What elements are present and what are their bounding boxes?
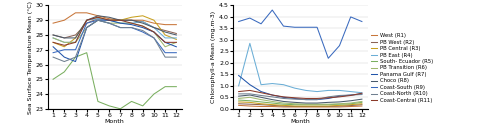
Legend: West (R1), PB West (R2), PB Central (R3), PB East (R4), South- Ecuador (R5), PB : West (R1), PB West (R2), PB Central (R3)…: [371, 33, 433, 103]
X-axis label: Month: Month: [290, 119, 310, 124]
Y-axis label: Chlorophyll-a Mean (mg.m-3): Chlorophyll-a Mean (mg.m-3): [211, 11, 216, 103]
Y-axis label: Sea Surface Temperature Mean (°C): Sea Surface Temperature Mean (°C): [28, 1, 32, 114]
X-axis label: Month: Month: [105, 119, 124, 124]
